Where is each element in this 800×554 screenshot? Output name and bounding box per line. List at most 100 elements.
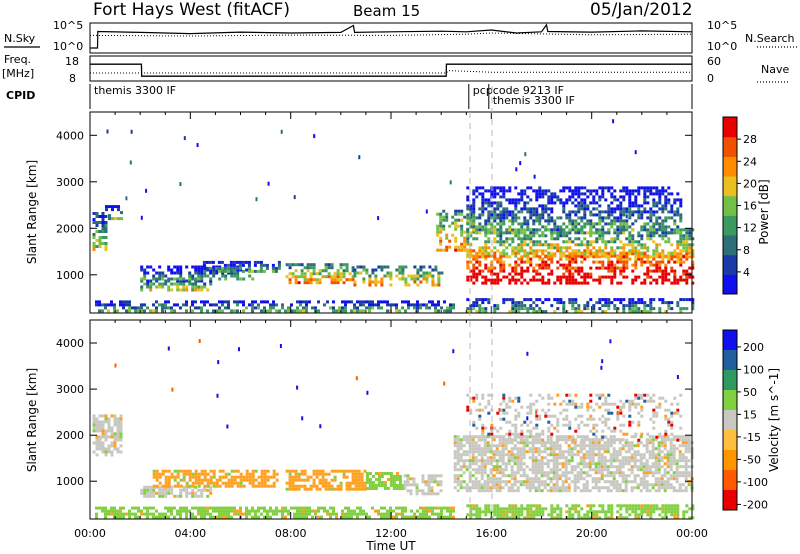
scatter-cell [667,201,671,205]
scatter-cell [535,243,539,247]
scatter-cell [502,207,506,211]
scatter-cell [353,271,357,275]
scatter-cell [179,268,183,272]
scatter-cell [465,489,469,493]
scatter-cell [532,402,536,406]
scatter-cell [604,240,608,244]
scatter-cell [552,483,556,487]
scatter-cell [628,257,632,261]
scatter-cell [487,198,491,202]
scatter-cell [685,257,689,261]
scatter-cell [212,509,215,513]
scatter-cell [107,429,111,433]
scatter-cell [589,201,593,205]
scatter-cell [194,268,198,272]
scatter-cell [549,477,553,481]
scatter-cell [395,303,398,307]
scatter-cell [537,483,541,487]
scatter-cell [568,260,572,264]
scatter-cell [591,447,595,451]
scatter-cell [502,249,506,253]
scatter-cell [574,192,578,196]
scatter-cell [643,393,647,397]
scatter-cell [212,481,216,485]
scatter-cell [197,509,200,513]
scatter-cell [502,417,506,421]
scatter-cell [594,435,598,439]
scatter-cell [480,450,484,454]
scatter-cell [682,272,686,276]
scatter-cell [92,212,96,215]
scatter-cell [663,471,667,475]
scatter-cell [332,509,335,513]
scatter-cell [679,275,683,279]
scatter-cell [110,414,114,418]
scatter-cell [416,283,420,287]
scatter-cell [597,450,601,454]
scatter-cell [492,486,496,490]
scatter-cell [501,471,505,475]
scatter-cell [221,506,224,510]
scatter-cell [481,201,485,205]
scatter-cell [185,279,189,283]
scatter-cell [552,465,556,469]
scatter-cell [452,515,455,519]
scatter-cell [431,509,434,513]
scatter-cell [634,263,638,267]
scatter-cell [413,280,417,284]
scatter-cell [215,478,219,482]
scatter-cell [224,277,228,281]
scatter-cell [624,456,628,460]
scatter-cell [398,512,401,516]
scatter-cell [628,420,632,424]
scatter-cell [92,233,96,236]
scatter-cell [583,213,587,217]
scatter-cell [422,265,426,269]
scatter-cell [155,478,159,482]
scatter-cell [348,469,352,473]
scatter-cell [585,438,589,442]
scatter-cell [437,280,441,284]
scatter-cell [241,269,245,273]
scatter-cell [110,429,114,433]
scatter-cell [200,285,204,289]
scatter-cell [380,283,384,287]
scatter-cell [532,243,536,247]
scatter-cell [430,480,434,484]
scatter-cell [589,189,593,193]
scatter-cell [203,282,207,286]
scatter-cell [514,281,518,285]
scatter-cell [457,224,461,228]
scatter-cell [191,481,195,485]
scatter-cell [472,192,476,196]
scatter-cell [374,478,378,481]
scatter-cell [639,465,643,469]
scatter-cell [354,469,358,473]
scatter-cell [236,274,240,278]
scatter-cell [676,304,680,308]
scatter-cell [657,468,661,472]
scatter-cell [670,228,674,232]
scatter-cell [646,246,650,250]
scatter-cell [613,307,617,311]
scatter-cell [549,459,553,463]
scatter-cell [508,186,512,190]
scatter-cell [663,468,667,472]
scatter-cell [398,277,402,281]
scatter-cell [206,478,210,482]
scatter-cell [549,468,553,472]
scatter-cell [245,506,248,510]
scatter-cell [679,204,683,208]
scatter-cell [164,303,167,307]
scatter-cell [452,506,455,510]
scatter-cell [670,402,674,406]
scatter-cell [419,274,423,278]
scatter-cell [194,494,198,498]
scatter-cell [636,450,640,454]
scatter-cell [577,231,581,235]
scatter-cell [564,468,568,472]
scatter-cell [359,271,363,275]
scatter-cell [646,310,650,314]
scatter-cell [152,512,155,516]
scatter-cell [565,254,569,258]
